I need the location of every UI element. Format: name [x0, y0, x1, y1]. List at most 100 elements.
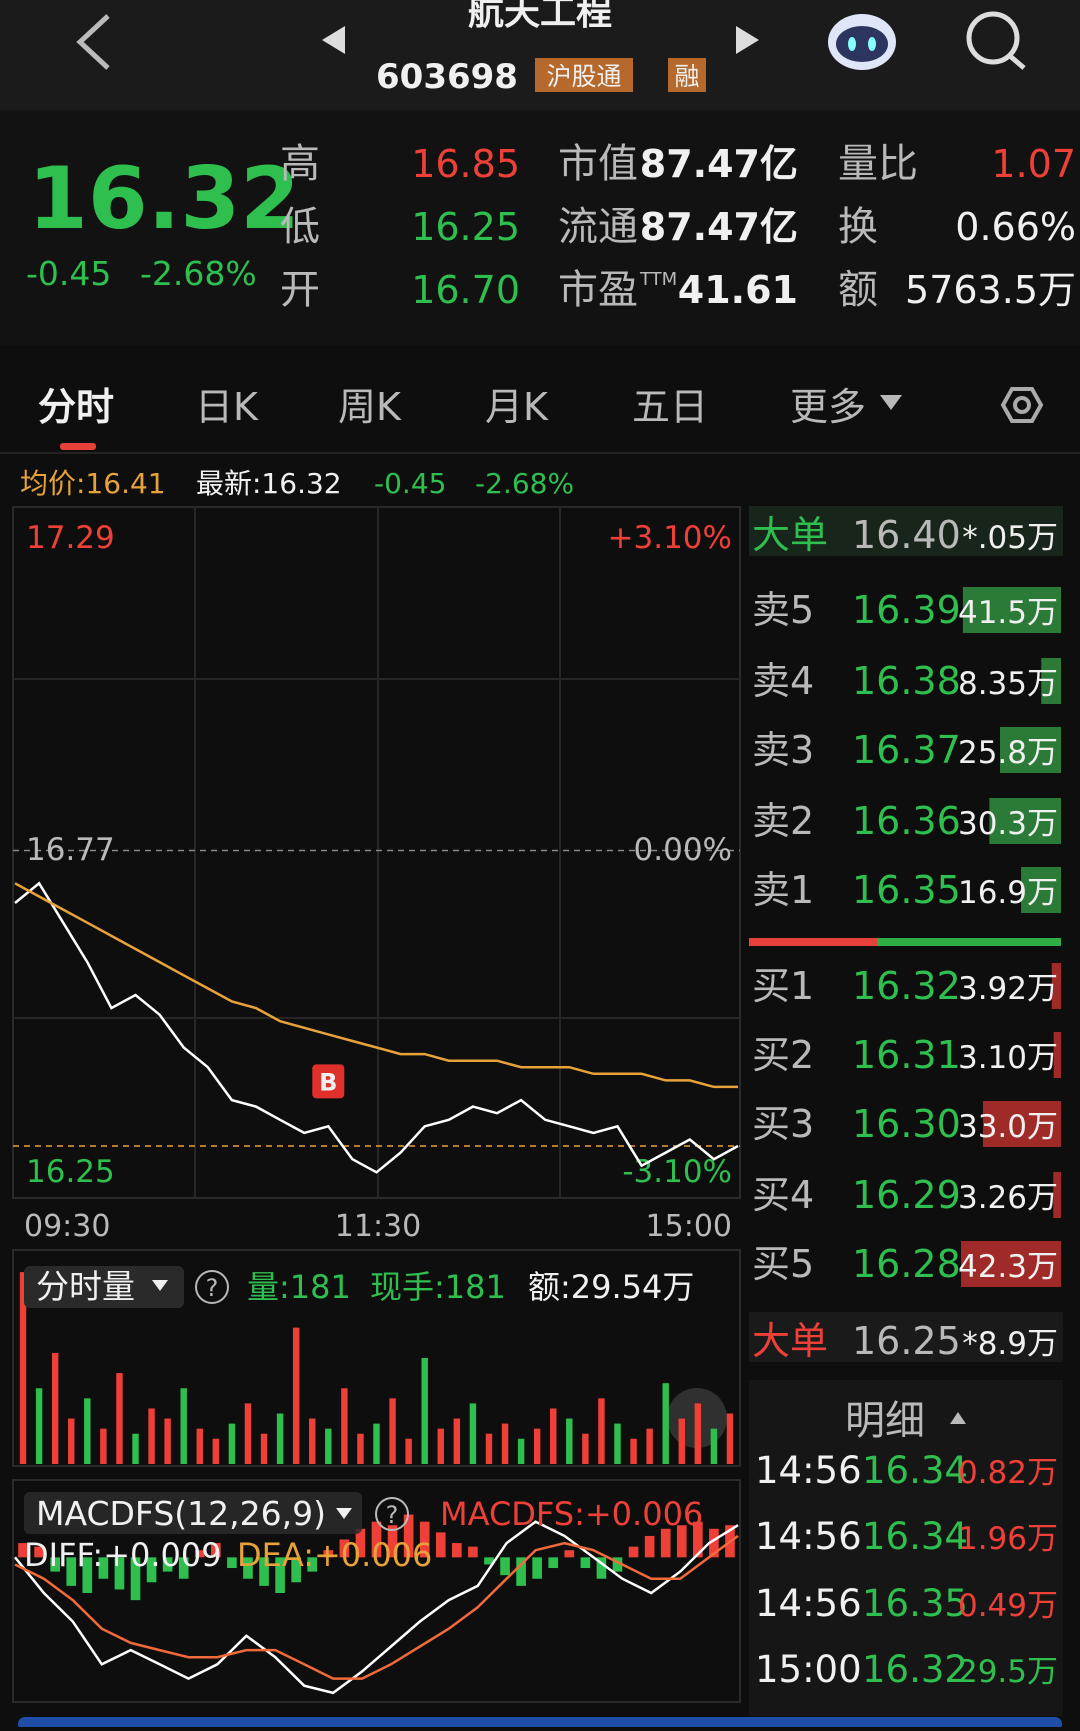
macd-bar — [532, 1557, 542, 1579]
macd-bar — [355, 1528, 366, 1558]
tab[interactable]: 五日 — [632, 385, 708, 429]
macd-bar — [419, 1521, 430, 1558]
pct-label: 0.00% — [634, 832, 732, 868]
volume-bar — [598, 1398, 605, 1464]
quote-bg — [0, 110, 1080, 345]
line-price — [14, 881, 739, 1174]
macd-bar — [580, 1557, 591, 1569]
volume-bar — [212, 1438, 220, 1464]
depth-bar — [961, 1241, 1061, 1287]
latest-price: 最新:16.32 — [196, 467, 342, 500]
prev-stock[interactable] — [322, 26, 345, 54]
trade-price: 16.32 — [862, 1648, 968, 1691]
change: -0.45 — [26, 254, 111, 293]
order-price: 16.36 — [852, 799, 961, 843]
order-volume: 41.5万 — [958, 595, 1058, 631]
info-change: -0.45 — [374, 467, 446, 500]
y-tick-label: 16.77 — [26, 832, 115, 868]
tab[interactable]: 日K — [195, 385, 259, 429]
line-dea — [14, 1534, 739, 1680]
stat-sup: TTM — [639, 269, 677, 290]
macd-bar — [628, 1546, 639, 1558]
macd-bar — [34, 1546, 44, 1558]
macd-bar — [564, 1550, 575, 1558]
macd-bar — [114, 1557, 125, 1590]
volume-bar — [35, 1388, 43, 1464]
macd-bar — [146, 1557, 157, 1583]
dropdown-arrow — [336, 1508, 352, 1519]
order-volume: 42.3万 — [958, 1249, 1058, 1285]
y-tick-label: 16.25 — [26, 1154, 115, 1190]
stat-value: 16.25 — [411, 205, 520, 249]
tab[interactable]: 周K — [338, 385, 402, 429]
volume-bar — [421, 1357, 428, 1464]
tab-indicator — [60, 443, 96, 450]
tag-bg — [535, 58, 633, 92]
order-label: 大单 — [752, 513, 828, 557]
macd-bar — [516, 1557, 526, 1586]
macd-label: MACDFS:+0.006 — [440, 1495, 703, 1533]
order-volume: 16.9万 — [958, 875, 1058, 911]
macd-bar — [178, 1557, 189, 1579]
stat-label: 流通 — [558, 204, 638, 250]
order-price: 16.38 — [852, 659, 961, 703]
volume-bar — [132, 1433, 139, 1464]
order-price: 16.30 — [852, 1102, 961, 1146]
order-label: 卖4 — [752, 659, 814, 703]
order-label: 买2 — [752, 1033, 814, 1077]
depth-bar — [982, 1101, 1061, 1147]
order-price: 16.31 — [852, 1033, 961, 1077]
macd-bar — [403, 1514, 414, 1558]
tab[interactable]: 月K — [485, 385, 549, 429]
trade-amount: 0.82万 — [958, 1455, 1058, 1491]
stat-value: 5763.5万 — [905, 268, 1076, 312]
selector-bg — [24, 1492, 362, 1534]
volume-bar — [726, 1413, 734, 1464]
volume-bar — [710, 1428, 718, 1464]
order-label: 大单 — [752, 1319, 828, 1363]
order-price: 16.39 — [852, 588, 961, 632]
volume-bar — [84, 1398, 91, 1464]
stat-value: 1.07 — [991, 142, 1076, 186]
next-stock[interactable] — [736, 26, 759, 54]
tab[interactable]: 更多 — [790, 385, 866, 429]
chart-frame — [12, 506, 741, 1199]
order-label: 卖5 — [752, 588, 814, 632]
order-label: 卖1 — [752, 868, 814, 912]
volume-bar — [341, 1388, 348, 1464]
volume-bar — [116, 1373, 123, 1464]
stat-label: 开 — [280, 267, 320, 313]
stat-value: 16.85 — [411, 142, 520, 186]
volume-label: 量:181 — [247, 1268, 351, 1306]
macd-bar — [323, 1550, 334, 1558]
order-volume: 8.35万 — [958, 666, 1058, 702]
trade-amount: 29.5万 — [958, 1654, 1058, 1690]
order-price: 16.25 — [852, 1319, 961, 1363]
macd-bar — [291, 1557, 301, 1583]
robot-icon[interactable] — [828, 14, 896, 70]
order-label: 买3 — [752, 1102, 814, 1146]
volume-bar — [533, 1428, 541, 1464]
volume-bar — [582, 1433, 589, 1464]
change-pct: -2.68% — [140, 254, 257, 293]
macd-bar — [243, 1557, 253, 1579]
dea-label: DEA:+0.006 — [237, 1536, 432, 1574]
macd-bar — [194, 1550, 205, 1558]
stock-code: 603698 — [376, 57, 518, 97]
back-button[interactable] — [76, 14, 110, 70]
settings-button[interactable] — [1000, 387, 1044, 423]
tag: 沪股通 — [546, 62, 621, 91]
stock-title: 航天工程 — [468, 0, 612, 33]
stat-value: 87.47亿 — [640, 142, 798, 186]
macd-bar — [484, 1557, 494, 1565]
macd-bar — [709, 1528, 719, 1558]
search-button[interactable] — [966, 11, 1026, 70]
help: ? — [386, 1501, 399, 1529]
volume-bar — [614, 1423, 621, 1464]
volume-bar — [148, 1408, 155, 1464]
tab[interactable]: 分时 — [38, 385, 114, 429]
trade-price: 16.34 — [862, 1449, 968, 1492]
order-volume: 33.0万 — [958, 1109, 1058, 1145]
volume-bar — [68, 1418, 75, 1464]
